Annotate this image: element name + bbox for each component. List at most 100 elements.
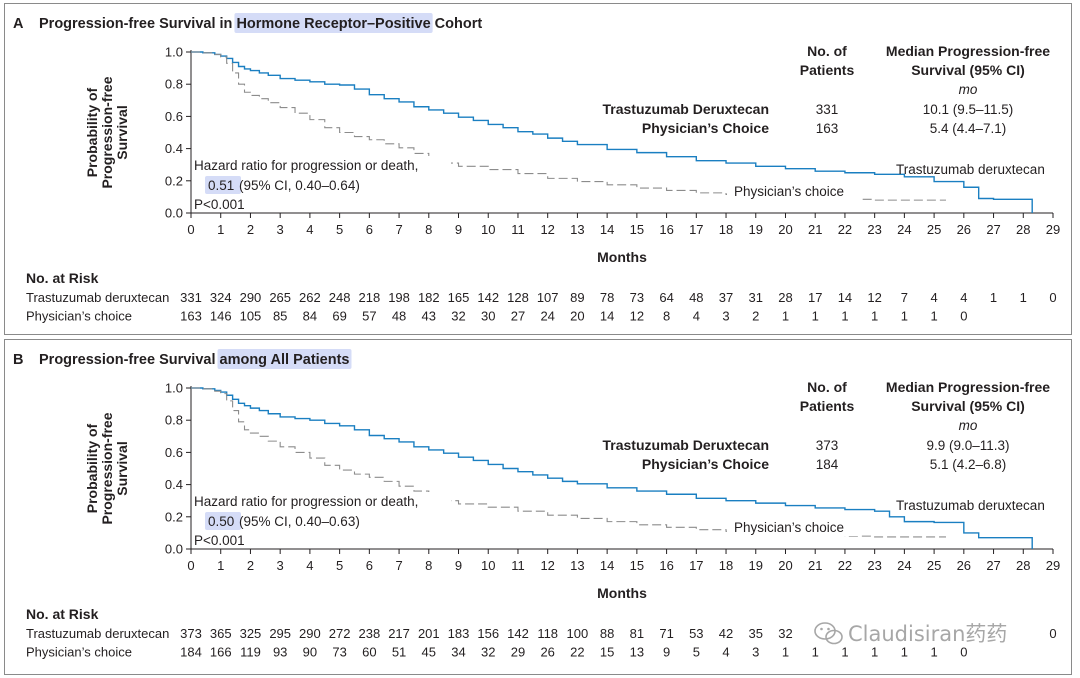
legend-n-head: Patients [800,62,855,78]
x-tick-label: 9 [455,222,462,237]
x-axis-title: Months [597,249,647,265]
legend-n-head: Patients [800,398,855,414]
x-tick-label: 6 [366,558,373,573]
x-tick-label: 16 [659,558,673,573]
x-tick-label: 4 [306,222,313,237]
risk-value: 128 [507,290,529,305]
y-axis-title-line: Probability of [84,87,100,177]
risk-value: 69 [332,309,346,324]
risk-value: 31 [749,290,763,305]
risk-value: 100 [567,626,589,641]
x-tick-label: 2 [247,222,254,237]
risk-value: 0 [960,645,967,660]
x-axis-title: Months [597,585,647,601]
risk-value: 272 [329,626,351,641]
title-rest: Cohort [431,16,483,32]
legend: No. of Patients Median Progression-free Sur… [603,379,1051,472]
risk-value: 324 [210,290,232,305]
panel-letter: A [13,16,24,32]
x-tick-label: 27 [986,558,1000,573]
legend-n-head: No. of [807,379,847,395]
risk-value: 1 [871,309,878,324]
x-tick-label: 17 [689,558,703,573]
risk-value: 42 [719,626,733,641]
risk-value: 93 [273,645,287,660]
risk-title: No. at Risk [26,270,99,286]
risk-value: 48 [392,309,406,324]
risk-row-label: Trastuzumab deruxtecan [26,290,169,305]
x-tick-label: 11 [511,558,525,573]
risk-value: 217 [388,626,410,641]
curve-label-pc: Physician’s choice [734,520,844,535]
x-tick-label: 15 [630,558,644,573]
risk-value: 53 [689,626,703,641]
risk-value: 1 [841,645,848,660]
risk-value: 1 [990,290,997,305]
risk-value: 201 [418,626,440,641]
legend-row-median: 9.9 (9.0–11.3) [926,438,1009,453]
risk-value: 81 [630,626,644,641]
risk-value: 4 [722,645,729,660]
y-tick-label: 0.4 [165,477,183,492]
risk-value: 146 [210,309,232,324]
risk-value: 365 [210,626,232,641]
x-tick-label: 1 [217,558,224,573]
risk-value: 32 [481,645,495,660]
watermark-text: Claudisiran药药 [848,622,1007,646]
panel-letter: B [13,352,23,368]
risk-value: 78 [600,290,614,305]
x-tick-label: 23 [867,222,881,237]
y-axis-title-line: Survival [114,441,130,495]
legend-unit: mo [959,82,978,97]
p-value: P<0.001 [194,197,245,212]
risk-value: 13 [630,645,644,660]
y-tick-label: 1.0 [165,45,183,60]
x-tick-label: 5 [336,558,343,573]
legend-row-n: 373 [816,438,839,453]
title-highlight-box [234,13,433,33]
x-tick-label: 15 [630,222,644,237]
risk-value: 32 [778,626,792,641]
x-tick-label: 0 [187,222,194,237]
legend-median-head: Median Progression-free [886,43,1050,59]
risk-value: 183 [448,626,470,641]
hr-ci: (95% CI, 0.40–0.63) [239,514,360,529]
risk-value: 184 [180,645,202,660]
x-tick-label: 19 [749,558,763,573]
risk-value: 73 [630,290,644,305]
series-line-0 [191,51,1033,213]
risk-row-label: Trastuzumab deruxtecan [26,626,169,641]
risk-value: 3 [722,309,729,324]
x-tick-label: 23 [867,558,881,573]
risk-value: 73 [332,645,346,660]
x-tick-label: 3 [277,558,284,573]
x-tick-label: 29 [1046,558,1060,573]
risk-value: 248 [329,290,351,305]
risk-value: 1 [812,645,819,660]
x-tick-label: 12 [540,558,554,573]
legend-row-name: Trastuzumab Deruxtecan [603,437,770,453]
title-highlight-box [217,349,352,369]
risk-value: 1 [901,645,908,660]
risk-value: 373 [180,626,202,641]
risk-value: 32 [451,309,465,324]
curve-label-bg [727,182,859,200]
risk-value: 29 [511,645,525,660]
series-line-0 [191,387,1033,549]
panel-b: B Progression-free Survival among All Pat… [4,339,1072,675]
risk-value: 165 [448,290,470,305]
risk-value: 290 [240,290,262,305]
risk-value: 34 [451,645,465,660]
x-tick-label: 3 [277,222,284,237]
panel-b-chart: B Progression-free Survival among All Pat… [13,349,1060,660]
risk-value: 295 [269,626,291,641]
risk-value: 37 [719,290,733,305]
title-highlight: among All Patients [220,352,350,368]
x-tick-label: 22 [838,558,852,573]
panel-a: A Progression-free Survival in Hormone Re… [4,3,1072,335]
legend-row-name: Physician’s Choice [642,120,769,136]
risk-value: 290 [299,626,321,641]
x-tick-label: 7 [395,222,402,237]
risk-value: 1 [930,309,937,324]
risk-value: 218 [358,290,380,305]
